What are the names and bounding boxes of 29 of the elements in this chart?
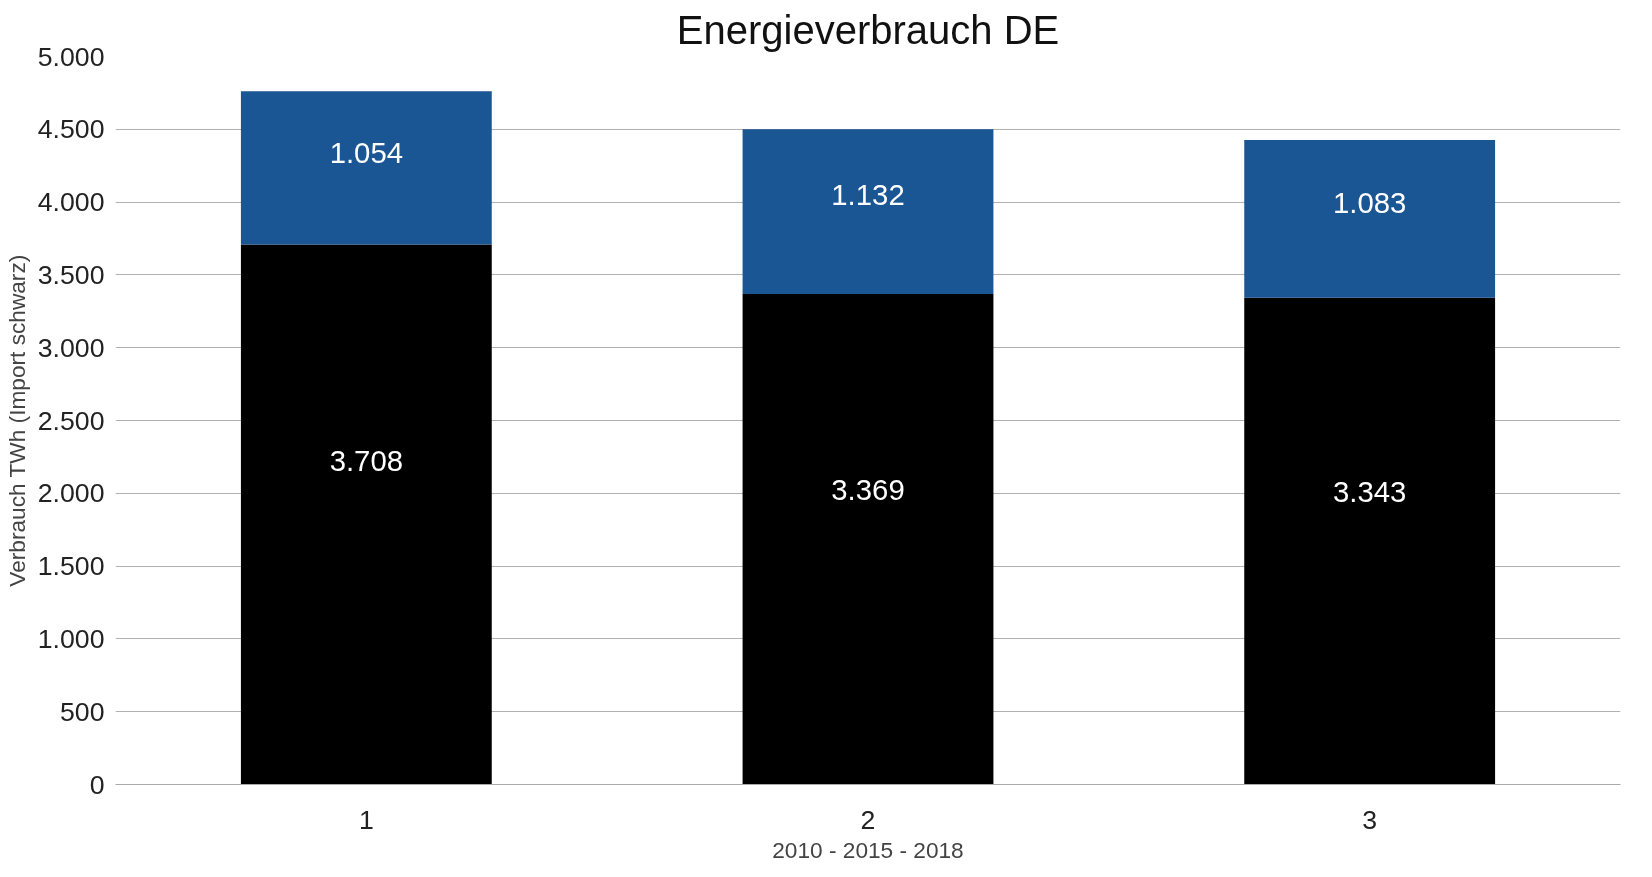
- y-tick-label: 1.000: [37, 623, 105, 654]
- y-tick-label: 2.500: [37, 405, 105, 436]
- y-tick-label: 500: [60, 696, 105, 727]
- bar: [742, 293, 994, 785]
- x-tick-label: 2: [860, 804, 876, 835]
- y-tick-label: 2.000: [37, 478, 105, 509]
- y-axis-title: Verbrauch TWh (Import schwarz): [3, 254, 30, 587]
- data-label: 3.369: [831, 473, 905, 507]
- x-tick-label: 1: [358, 804, 374, 835]
- y-tick-label: 1.500: [37, 551, 105, 582]
- y-tick-label: 3.000: [37, 332, 105, 363]
- y-tick-label: 5.000: [37, 41, 105, 72]
- bar: [1244, 297, 1496, 785]
- data-label: 1.054: [329, 135, 404, 169]
- y-tick-label: 0: [89, 769, 105, 800]
- data-label: 1.083: [1332, 186, 1407, 220]
- bar: [742, 129, 994, 294]
- data-label: 1.132: [831, 178, 905, 212]
- x-axis-title: 2010 - 2015 - 2018: [772, 836, 964, 863]
- x-tick-label: 3: [1362, 804, 1378, 835]
- bar: [240, 91, 492, 245]
- bar: [1244, 140, 1496, 298]
- y-tick-label: 4.500: [37, 114, 105, 145]
- chart-title: Energieverbrauch DE: [676, 7, 1060, 52]
- y-tick-label: 4.000: [37, 187, 105, 218]
- data-label: 3.343: [1332, 475, 1407, 509]
- y-tick-label: 3.500: [37, 259, 105, 290]
- bar: [240, 244, 492, 785]
- data-label: 3.708: [329, 443, 404, 477]
